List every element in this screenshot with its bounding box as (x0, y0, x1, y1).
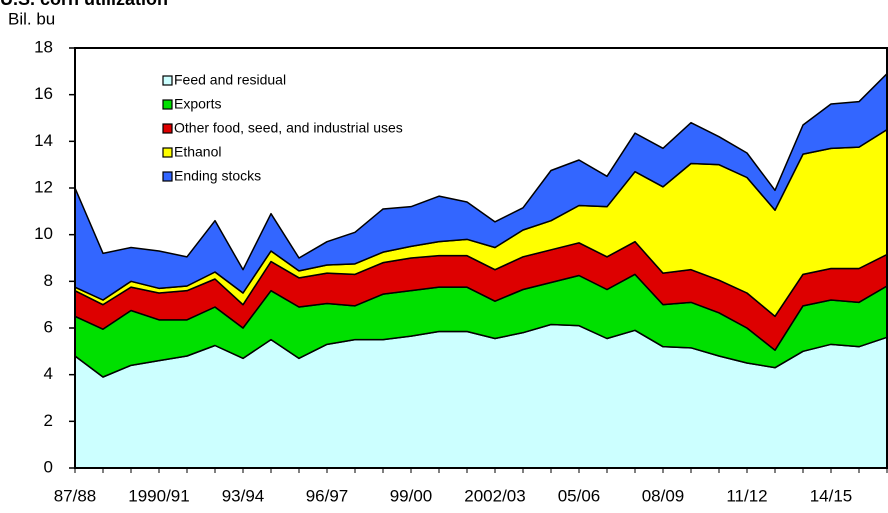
x-tick-label: 14/15 (810, 486, 853, 505)
y-tick-label: 8 (44, 271, 53, 290)
x-tick-label: 96/97 (306, 486, 349, 505)
x-tick-label: 1990/91 (128, 486, 189, 505)
legend-swatch (162, 99, 173, 110)
y-tick-label: 14 (34, 131, 53, 150)
y-tick-label: 6 (44, 317, 53, 336)
legend-label: Other food, seed, and industrial uses (174, 120, 403, 136)
legend-swatch (162, 171, 173, 182)
x-tick-label: 99/00 (390, 486, 433, 505)
legend-swatch (162, 75, 173, 86)
x-tick-label: 11/12 (726, 486, 767, 505)
y-axis-label: Bil. bu (8, 9, 55, 28)
y-tick-label: 10 (34, 224, 53, 243)
legend-label: Ethanol (174, 144, 221, 160)
y-tick-label: 4 (44, 364, 53, 383)
legend-label: Exports (174, 96, 221, 112)
y-tick-label: 18 (34, 37, 53, 56)
legend-label: Feed and residual (174, 72, 286, 88)
x-tick-label: 08/09 (642, 486, 685, 505)
chart-title: U.S. corn utilization (0, 0, 168, 9)
y-tick-label: 16 (34, 84, 53, 103)
x-tick-label: 2002/03 (464, 486, 525, 505)
x-tick-label: 05/06 (558, 486, 601, 505)
legend-swatch (162, 147, 173, 158)
legend-label: Ending stocks (174, 168, 261, 184)
legend-swatch (162, 123, 173, 134)
x-tick-label: 93/94 (222, 486, 265, 505)
y-tick-label: 2 (44, 411, 53, 430)
y-tick-label: 0 (44, 457, 53, 476)
x-tick-label: 87/88 (54, 486, 97, 505)
plot-frame (74, 47, 888, 469)
y-tick-label: 12 (34, 177, 53, 196)
